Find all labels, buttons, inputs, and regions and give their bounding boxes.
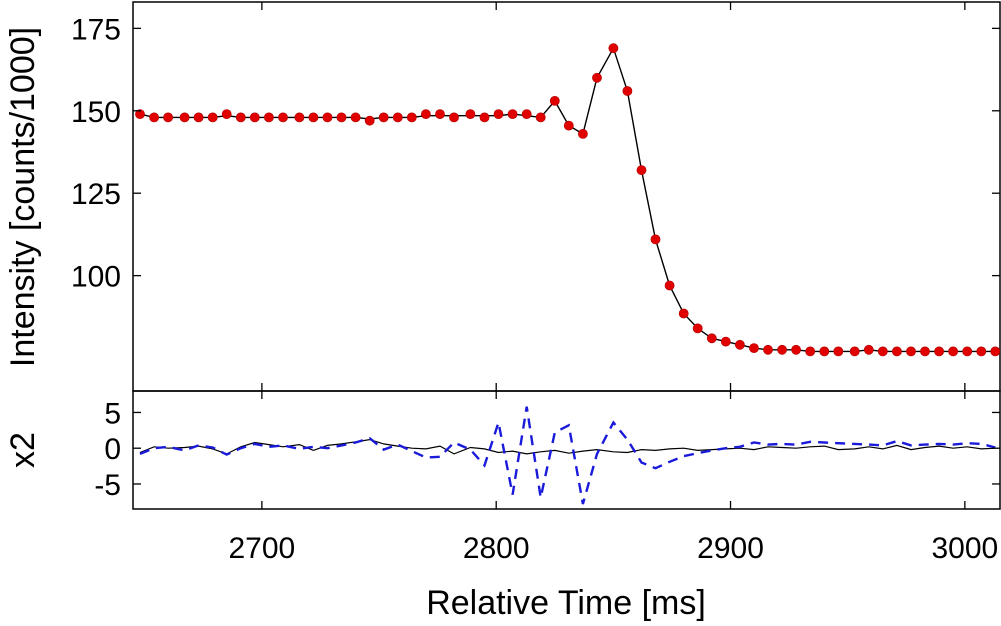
upper-y-axis-label: Intensity [counts/1000] xyxy=(4,27,42,367)
data-point xyxy=(976,346,987,357)
data-point xyxy=(877,346,888,357)
data-point xyxy=(763,344,773,355)
data-point xyxy=(406,112,417,123)
upper-data-points xyxy=(135,43,1001,357)
data-point xyxy=(549,96,560,106)
data-point xyxy=(608,43,619,54)
data-point xyxy=(592,72,602,83)
x-tick-label: 2800 xyxy=(463,532,530,565)
data-point xyxy=(235,112,246,123)
data-point xyxy=(849,346,860,357)
data-point xyxy=(435,109,445,119)
data-point xyxy=(948,346,958,357)
data-point xyxy=(179,112,190,123)
data-point xyxy=(149,112,159,123)
lower-y-tick-label: 0 xyxy=(104,433,121,466)
residual-dashed-line xyxy=(139,406,996,505)
data-point xyxy=(392,112,403,123)
data-point xyxy=(735,339,745,350)
data-point xyxy=(819,346,830,357)
data-point xyxy=(207,112,218,123)
data-point xyxy=(920,346,930,357)
upper-y-tick-label: 175 xyxy=(71,13,121,46)
data-point xyxy=(720,336,731,347)
data-point xyxy=(278,112,288,123)
lower-plot-frame xyxy=(132,390,1001,510)
data-point xyxy=(163,112,173,123)
data-point xyxy=(420,109,431,119)
data-point xyxy=(563,120,574,131)
data-point xyxy=(249,112,260,123)
upper-y-tick-label: 150 xyxy=(71,96,121,129)
data-point xyxy=(692,323,703,334)
data-point xyxy=(449,112,459,123)
data-point xyxy=(749,343,759,353)
data-point xyxy=(465,109,476,119)
data-point xyxy=(378,112,389,123)
data-point xyxy=(193,112,204,123)
data-point xyxy=(650,234,661,245)
data-point xyxy=(493,109,504,119)
lower-y-axis-label: x2 xyxy=(4,432,42,468)
data-point xyxy=(934,346,944,357)
data-point xyxy=(479,112,490,123)
data-point xyxy=(308,112,319,123)
lower-y-tick-label: -5 xyxy=(94,469,121,502)
x-tick-label: 3000 xyxy=(931,532,998,565)
data-point xyxy=(636,165,647,175)
data-point xyxy=(990,346,1001,357)
data-point xyxy=(322,112,333,123)
data-point xyxy=(777,344,787,355)
data-point xyxy=(962,346,973,357)
data-point xyxy=(706,333,717,344)
data-point xyxy=(664,280,675,291)
lower-y-tick-label: 5 xyxy=(104,397,121,430)
upper-plot-frame xyxy=(132,1,1001,392)
upper-y-tick-label: 125 xyxy=(71,178,121,211)
data-point xyxy=(906,346,916,357)
x-tick-label: 2700 xyxy=(229,532,296,565)
x-axis-label: Relative Time [ms] xyxy=(426,584,706,621)
data-point xyxy=(221,109,232,119)
data-point xyxy=(521,109,532,119)
axis-ticks xyxy=(133,2,1000,509)
data-point xyxy=(805,346,816,357)
x-tick-label: 2900 xyxy=(697,532,764,565)
data-point xyxy=(135,109,145,119)
data-point xyxy=(622,86,633,96)
data-point xyxy=(350,112,361,123)
fit-line xyxy=(139,46,996,353)
data-point xyxy=(336,112,347,123)
lower-residual-lines xyxy=(139,406,996,505)
data-point xyxy=(791,344,801,355)
upper-fit-line-group xyxy=(139,46,996,353)
data-point xyxy=(294,112,305,123)
data-point xyxy=(678,308,689,319)
data-point xyxy=(833,346,844,357)
data-point xyxy=(364,115,375,126)
data-point xyxy=(507,109,518,119)
upper-y-tick-label: 100 xyxy=(71,261,121,294)
data-point xyxy=(863,344,874,355)
data-point xyxy=(263,112,274,123)
data-point xyxy=(535,112,546,123)
data-point xyxy=(892,346,902,357)
residual-solid-line xyxy=(139,438,996,455)
data-point xyxy=(578,128,588,139)
tick-labels: 100 125 150 175 -505 2700 2800 2900 3000 xyxy=(71,13,998,565)
